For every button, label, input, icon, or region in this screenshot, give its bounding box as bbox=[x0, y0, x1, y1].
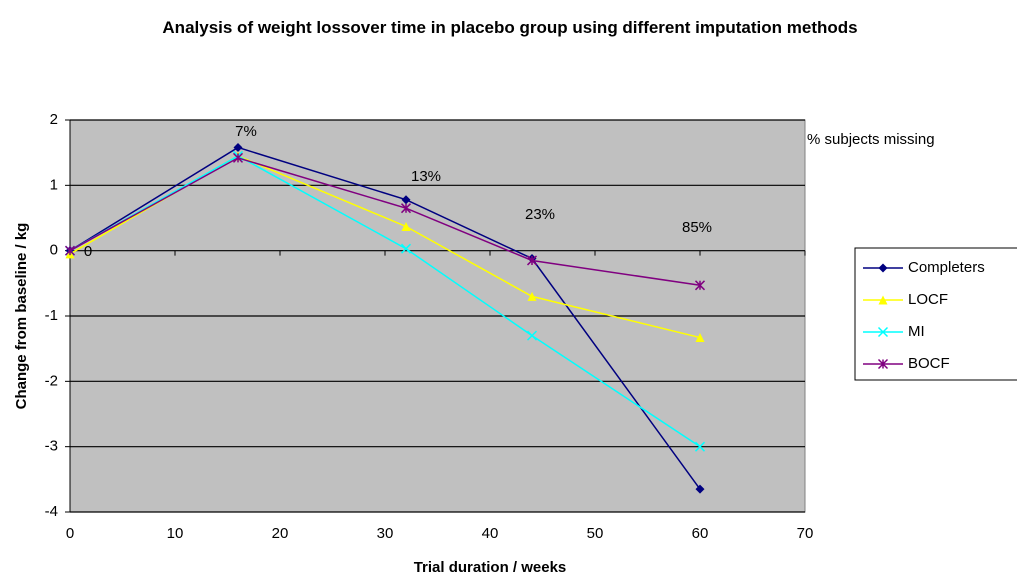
marker bbox=[64, 245, 76, 256]
marker bbox=[878, 263, 888, 273]
x-tick-label: 70 bbox=[797, 525, 814, 542]
x-axis-label: Trial duration / weeks bbox=[414, 559, 567, 576]
legend-label: MI bbox=[908, 323, 925, 340]
marker bbox=[400, 243, 412, 254]
legend-label: LOCF bbox=[908, 291, 948, 308]
marker bbox=[694, 280, 706, 291]
annotation: 13% bbox=[411, 168, 441, 185]
marker bbox=[232, 152, 244, 163]
x-tick-label: 0 bbox=[66, 525, 74, 542]
annotation: 7% bbox=[235, 123, 257, 140]
marker bbox=[695, 333, 705, 343]
annotation: % subjects missing bbox=[807, 131, 935, 148]
y-tick-label: -2 bbox=[45, 372, 58, 389]
y-tick-label: -3 bbox=[45, 438, 58, 455]
marker bbox=[694, 441, 706, 452]
marker bbox=[527, 291, 537, 301]
x-tick-label: 10 bbox=[167, 525, 184, 542]
marker bbox=[877, 358, 889, 370]
y-axis-label: Change from baseline / kg bbox=[13, 223, 30, 410]
marker bbox=[401, 221, 411, 231]
x-tick-label: 50 bbox=[587, 525, 604, 542]
annotation: 0 bbox=[84, 243, 92, 260]
marker bbox=[877, 326, 889, 338]
y-tick-label: 2 bbox=[50, 111, 58, 128]
y-tick-label: -4 bbox=[45, 503, 58, 520]
marker bbox=[695, 484, 705, 494]
annotation: 23% bbox=[525, 206, 555, 223]
marker bbox=[526, 330, 538, 341]
x-tick-label: 20 bbox=[272, 525, 289, 542]
marker bbox=[233, 142, 243, 152]
legend-label: BOCF bbox=[908, 355, 950, 372]
marker bbox=[401, 195, 411, 205]
y-tick-label: 0 bbox=[50, 242, 58, 259]
x-tick-label: 30 bbox=[377, 525, 394, 542]
legend-label: Completers bbox=[908, 259, 985, 276]
y-tick-label: 1 bbox=[50, 176, 58, 193]
marker bbox=[526, 255, 538, 266]
x-tick-label: 60 bbox=[692, 525, 709, 542]
marker bbox=[400, 203, 412, 214]
marker bbox=[878, 295, 888, 305]
x-tick-label: 40 bbox=[482, 525, 499, 542]
annotation: 85% bbox=[682, 219, 712, 236]
y-tick-label: -1 bbox=[45, 307, 58, 324]
chart-title: Analysis of weight lossover time in plac… bbox=[162, 18, 858, 37]
